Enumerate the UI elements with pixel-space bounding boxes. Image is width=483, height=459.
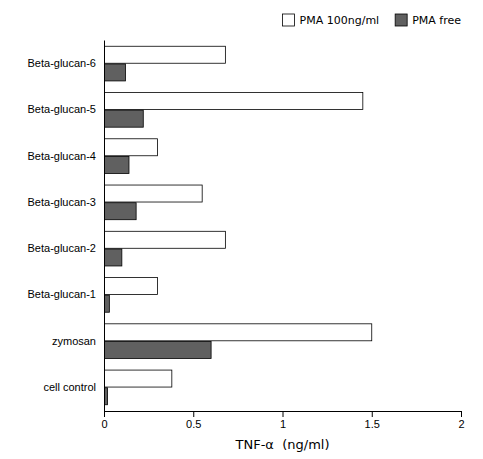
legend-swatch — [395, 14, 407, 26]
y-tick-label: Beta-glucan-5 — [28, 103, 97, 115]
y-tick: Beta-glucan-3 — [28, 196, 97, 208]
x-tick-mark — [461, 411, 462, 417]
x-tick-mark — [193, 411, 194, 417]
x-tick-label: 0.5 — [186, 418, 201, 430]
x-tick: 0.5 — [186, 411, 201, 430]
x-axis: 0 0.5 1 1.5 2 — [101, 411, 464, 430]
legend-label: PMA free — [412, 14, 461, 27]
y-axis: Beta-glucan-6 Beta-glucan-5 Beta-glucan-4 B… — [28, 41, 105, 412]
bar — [104, 249, 122, 266]
x-tick-label: 2 — [458, 418, 464, 430]
legend-label: PMA 100ng/ml — [300, 14, 380, 27]
bar — [104, 93, 363, 110]
y-axis-line — [104, 41, 105, 412]
legend-item: PMA 100ng/ml — [283, 14, 380, 27]
y-tick-label: Beta-glucan-2 — [28, 242, 97, 254]
bar — [104, 64, 125, 81]
y-tick: cell control — [43, 381, 96, 393]
x-tick-mark — [104, 411, 105, 417]
bars — [104, 46, 372, 404]
y-tick: Beta-glucan-5 — [28, 103, 97, 115]
x-tick: 2 — [458, 411, 464, 430]
y-tick: Beta-glucan-4 — [28, 150, 97, 162]
bar — [104, 278, 158, 295]
bar — [104, 324, 372, 341]
y-tick: Beta-glucan-1 — [28, 288, 97, 300]
chart: 00.511.52Beta-glucan-6Beta-glucan-5Beta-… — [0, 0, 483, 459]
legend-item: PMA free — [395, 14, 461, 27]
legend: PMA 100ng/ml PMA free — [283, 14, 462, 27]
y-tick-label: zymosan — [52, 335, 96, 347]
x-tick-label: 0 — [101, 418, 107, 430]
bar — [104, 185, 202, 202]
x-axis-title: TNF-α (ng/ml) — [235, 437, 330, 452]
y-tick-label: Beta-glucan-6 — [28, 57, 97, 69]
bar — [104, 110, 143, 127]
x-axis-line — [105, 412, 462, 418]
y-tick-label: Beta-glucan-1 — [28, 288, 97, 300]
bar — [104, 46, 225, 63]
y-tick: zymosan — [52, 335, 96, 347]
x-tick-label: 1.5 — [365, 418, 380, 430]
bar — [104, 231, 225, 248]
y-tick-label: cell control — [43, 381, 96, 393]
y-tick-label: Beta-glucan-3 — [28, 196, 97, 208]
bar — [104, 156, 129, 173]
y-tick: Beta-glucan-6 — [28, 57, 97, 69]
bar — [104, 203, 136, 220]
x-tick: 0 — [101, 411, 107, 430]
x-tick: 1.5 — [365, 411, 380, 430]
bar — [104, 139, 158, 156]
x-tick-label: 1 — [280, 418, 286, 430]
bar — [104, 370, 172, 387]
bar — [104, 342, 211, 359]
legend-swatch — [283, 14, 295, 26]
y-tick-label: Beta-glucan-4 — [28, 150, 97, 162]
x-tick-mark — [283, 411, 284, 417]
x-tick: 1 — [280, 411, 286, 430]
plot: 00.511.52Beta-glucan-6Beta-glucan-5Beta-… — [28, 41, 465, 430]
y-tick: Beta-glucan-2 — [28, 242, 97, 254]
x-tick-mark — [372, 411, 373, 417]
